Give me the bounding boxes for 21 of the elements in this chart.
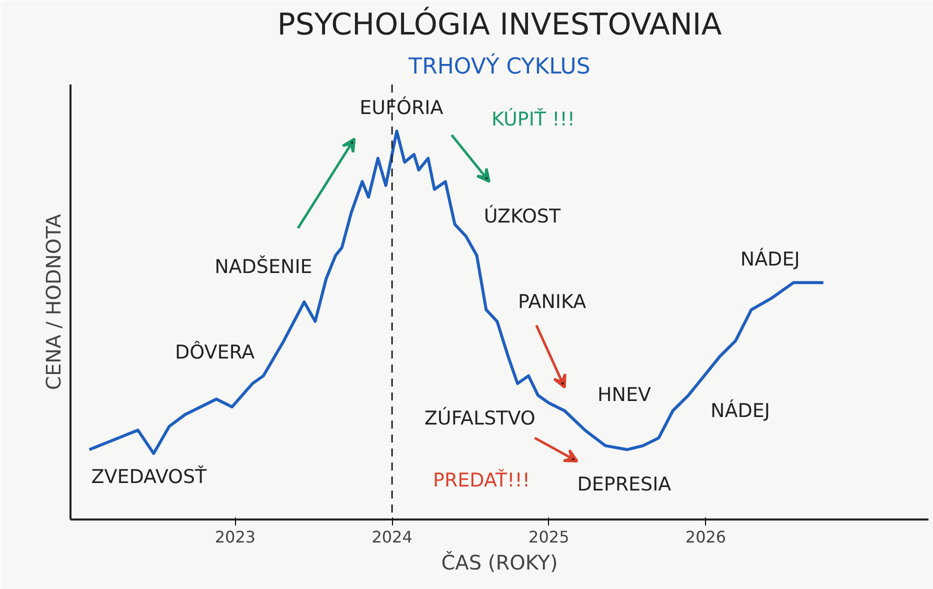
text: EUFÓRIA	[360, 96, 444, 119]
text: KÚPIŤ !!!	[492, 107, 575, 130]
annotation: NADŠENIE	[214, 255, 312, 278]
x-tick-label: 2024	[372, 528, 412, 546]
x-tick-label: 2026	[685, 528, 726, 546]
annotation: PANIKA	[518, 291, 586, 313]
annotation: ZÚFALSTVO	[424, 406, 536, 430]
annotation: ÚZKOST	[484, 204, 561, 228]
x-tick-label: 2025	[528, 528, 570, 546]
annotation: DÔVERA	[174, 340, 255, 364]
x-axis-title: ČAS (ROKY)	[441, 550, 558, 574]
chart-title: PSYCHOLÓGIA INVESTOVANIA	[277, 6, 722, 42]
y-axis-title: CENA / HODNOTA	[42, 214, 66, 390]
annotation: NÁDEJ	[740, 247, 800, 270]
x-tick-label: 2023	[214, 528, 256, 546]
annotation: DEPRESIA	[577, 474, 672, 496]
annotation: PREDAŤ!!!	[432, 468, 530, 492]
annotation: HNEV	[597, 384, 651, 406]
chart-subtitle: TRHOVÝ CYKLUS	[408, 52, 590, 80]
annotation: ZVEDAVOSŤ	[91, 464, 208, 488]
annotation: NÁDEJ	[710, 398, 770, 422]
